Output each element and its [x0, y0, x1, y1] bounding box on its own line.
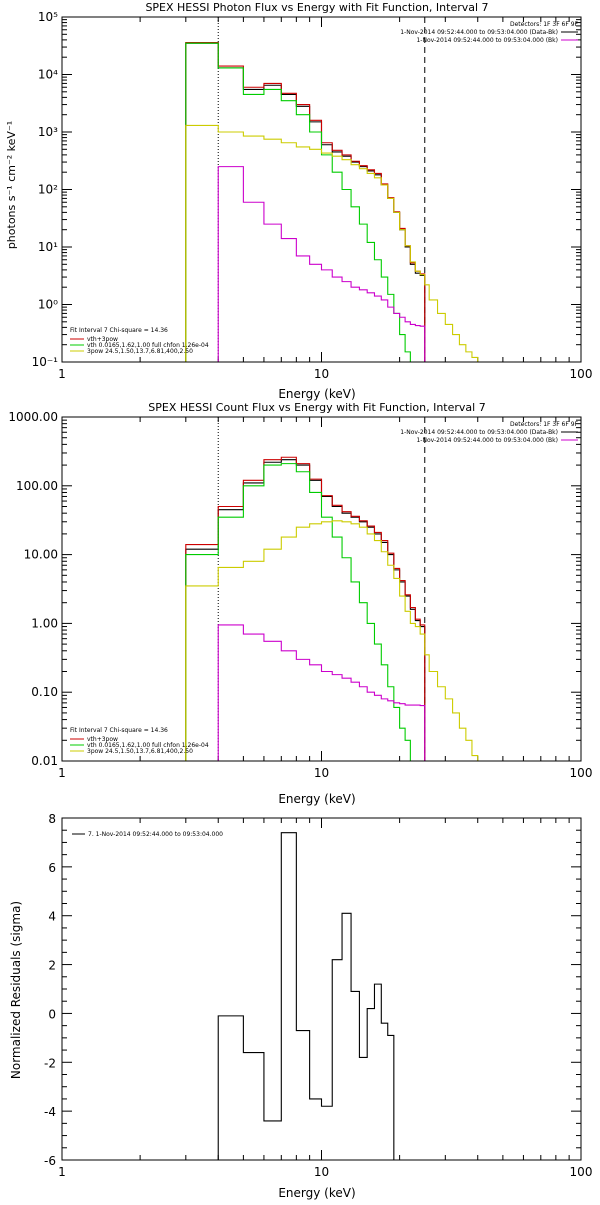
resid-y-tick-label: 2 [48, 959, 56, 973]
count-flux-title: SPEX HESSI Count Flux vs Energy with Fit… [148, 401, 485, 414]
residuals-y-axis-label: Normalized Residuals (sigma) [9, 901, 23, 1079]
count-flux-legend-left: Fit Interval 7 Chi-square = 14.36 vth+3p… [70, 727, 209, 755]
photon-flux-legend-left: Fit Interval 7 Chi-square = 14.36 vth+3p… [70, 327, 209, 355]
resid-y-tick-label: 8 [48, 812, 56, 826]
residuals-legend: 7. 1-Nov-2014 09:52:44.000 to 09:53:04.0… [72, 831, 223, 838]
legend-data-minus-bk: 1-Nov-2014 09:52:44.000 to 09:53:04.000 … [400, 29, 558, 36]
photon-y-tick-label: 10² [38, 183, 58, 197]
legend-vth: vth 0.0165,1.62,1.00 full chfon 1.26e-04 [87, 342, 209, 349]
photon-flux-y-axis-label: photons s⁻¹ cm⁻² keV⁻¹ [5, 121, 18, 249]
count-y-tick-label: 1.00 [31, 616, 58, 630]
resid-x-tick-label: 100 [570, 1165, 593, 1179]
photon-flux-panel: SPEX HESSI Photon Flux vs Energy with Fi… [5, 1, 592, 401]
photon-series-data-bk [185, 42, 426, 362]
resid-y-tick-label: -6 [44, 1154, 56, 1168]
count-series-vth [185, 463, 416, 762]
legend-bk: 1-Nov-2014 09:52:44.000 to 09:53:04.000 … [416, 437, 558, 444]
photon-y-tick-label: 10⁵ [38, 10, 58, 24]
legend-vth-3pow: vth+3pow [87, 736, 118, 743]
photon-flux-title: SPEX HESSI Photon Flux vs Energy with Fi… [145, 1, 488, 14]
resid-y-tick-label: -4 [44, 1105, 56, 1119]
photon-y-tick-label: 10⁴ [38, 68, 58, 82]
legend-interval: 7. 1-Nov-2014 09:52:44.000 to 09:53:04.0… [88, 831, 223, 838]
legend-detectors: Detectors: 1F 3F 6F 9F [510, 421, 579, 428]
residuals-plot-frame [61, 817, 582, 1161]
count-y-tick-label: 0.10 [31, 685, 58, 699]
legend-vth-3pow: vth+3pow [87, 336, 118, 343]
count-series-data-bk [185, 459, 426, 761]
photon-x-tick-label: 10 [314, 367, 329, 381]
residuals-x-axis-label: Energy (keV) [278, 1186, 355, 1200]
legend-3pow: 3pow 24.5,1.50,13.7,6.81,400,2.50 [87, 348, 193, 355]
count-flux-x-axis-label: Energy (keV) [278, 792, 355, 806]
photon-flux-plot-frame [61, 16, 582, 363]
resid-y-tick-label: 6 [48, 861, 56, 875]
count-series-vth-3pow [185, 456, 426, 761]
resid-y-tick-label: 4 [48, 910, 56, 924]
count-flux-legend-right: Detectors: 1F 3F 6F 9F 1-Nov-2014 09:52:… [400, 421, 578, 444]
legend-vth: vth 0.0165,1.62,1.00 full chfon 1.26e-04 [87, 742, 209, 749]
count-y-tick-label: 1000.00 [8, 410, 58, 424]
photon-y-tick-label: 10¹ [38, 240, 58, 254]
photon-series-3pow [185, 124, 494, 363]
residuals-panel: Normalized Residuals (sigma) Energy (keV… [9, 812, 592, 1200]
legend-bk: 1-Nov-2014 09:52:44.000 to 09:53:04.000 … [416, 37, 558, 44]
count-flux-panel: SPEX HESSI Count Flux vs Energy with Fit… [8, 401, 592, 806]
legend-detectors: Detectors: 1F 3F 6F 9F [510, 21, 579, 28]
resid-y-tick-label: -2 [44, 1056, 56, 1070]
photon-y-tick-label: 10³ [38, 125, 58, 139]
legend-fit-interval: Fit Interval 7 Chi-square = 14.36 [70, 327, 168, 334]
legend-fit-interval: Fit Interval 7 Chi-square = 14.36 [70, 727, 168, 734]
photon-y-tick-label: 10⁰ [38, 298, 58, 312]
photon-flux-legend-right: Detectors: 1F 3F 6F 9F 1-Nov-2014 09:52:… [400, 21, 578, 44]
count-y-tick-label: 10.00 [24, 548, 58, 562]
resid-x-tick-label: 1 [58, 1165, 66, 1179]
count-y-tick-label: 100.00 [16, 479, 58, 493]
legend-3pow: 3pow 24.5,1.50,13.7,6.81,400,2.50 [87, 748, 193, 755]
count-y-tick-label: 0.01 [31, 754, 58, 768]
legend-data-minus-bk: 1-Nov-2014 09:52:44.000 to 09:53:04.000 … [400, 429, 558, 436]
photon-x-tick-label: 1 [58, 367, 66, 381]
resid-series-7 [217, 832, 395, 1160]
photon-series-bk [185, 166, 426, 363]
count-x-tick-label: 1 [58, 766, 66, 780]
photon-series-vth-3pow [185, 41, 426, 362]
count-x-tick-label: 100 [570, 766, 593, 780]
resid-y-tick-label: 0 [48, 1007, 56, 1021]
photon-y-tick-label: 10⁻¹ [32, 355, 59, 369]
photon-flux-x-axis-label: Energy (keV) [278, 387, 355, 401]
count-series-3pow [185, 520, 494, 762]
count-x-tick-label: 10 [314, 766, 329, 780]
count-series-bk [185, 624, 426, 762]
count-flux-plot-frame [61, 416, 582, 762]
photon-x-tick-label: 100 [570, 367, 593, 381]
photon-series-vth [185, 42, 425, 363]
resid-x-tick-label: 10 [314, 1165, 329, 1179]
